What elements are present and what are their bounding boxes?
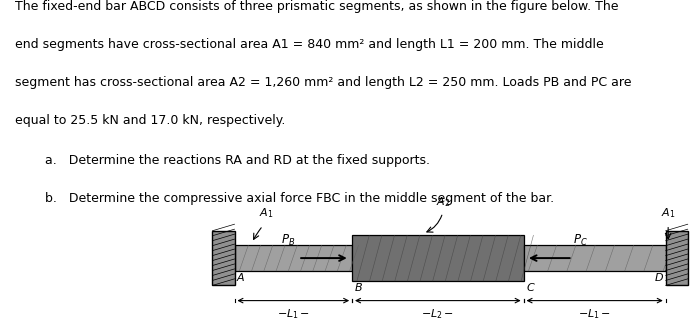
Text: b.   Determine the compressive axial force FBC in the middle segment of the bar.: b. Determine the compressive axial force… <box>45 192 554 205</box>
Text: $\mathit{A_1}$: $\mathit{A_1}$ <box>259 206 274 219</box>
Text: a.   Determine the reactions RA and RD at the fixed supports.: a. Determine the reactions RA and RD at … <box>45 154 430 167</box>
Text: C: C <box>526 283 534 293</box>
Text: $\mathit{P_C}$: $\mathit{P_C}$ <box>573 233 587 248</box>
Text: A: A <box>237 273 244 283</box>
Text: D: D <box>654 273 664 283</box>
Text: segment has cross-sectional area A2 = 1,260 mm² and length L2 = 250 mm. Loads PB: segment has cross-sectional area A2 = 1,… <box>15 76 632 89</box>
Bar <box>213 231 234 286</box>
Text: $\mathit{P_B}$: $\mathit{P_B}$ <box>281 233 295 248</box>
Bar <box>352 235 524 281</box>
Text: end segments have cross-sectional area A1 = 840 mm² and length L1 = 200 mm. The : end segments have cross-sectional area A… <box>15 38 604 51</box>
Text: B: B <box>355 283 363 293</box>
Bar <box>666 231 687 286</box>
Text: $-L_1-$: $-L_1-$ <box>276 307 310 321</box>
Text: $-L_1-$: $-L_1-$ <box>578 307 611 321</box>
Bar <box>524 245 666 271</box>
Text: equal to 25.5 kN and 17.0 kN, respectively.: equal to 25.5 kN and 17.0 kN, respective… <box>15 114 286 127</box>
Text: The fixed-end bar ABCD consists of three prismatic segments, as shown in the fig: The fixed-end bar ABCD consists of three… <box>15 0 619 13</box>
Text: $-L_2-$: $-L_2-$ <box>421 307 454 321</box>
Text: $\mathit{A_1}$: $\mathit{A_1}$ <box>661 206 676 219</box>
Text: $\mathit{A_2}$: $\mathit{A_2}$ <box>435 195 450 209</box>
Bar <box>234 245 352 271</box>
